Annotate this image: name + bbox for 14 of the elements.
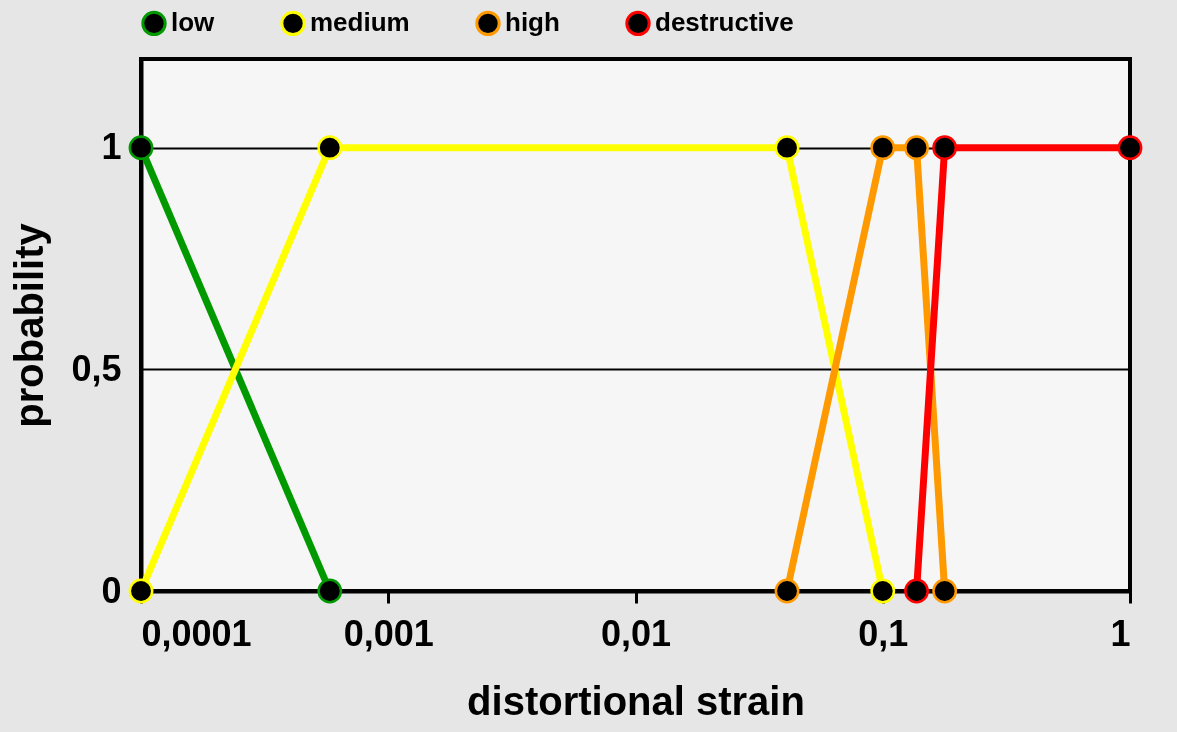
y-tick-label: 0,5 xyxy=(71,347,122,389)
x-tick-label: 0,0001 xyxy=(141,612,252,654)
x-axis-title: distortional strain xyxy=(467,678,805,723)
y-tick-label: 0 xyxy=(101,569,122,611)
y-axis-title: probability xyxy=(7,222,52,428)
y-tick-label: 1 xyxy=(101,126,122,168)
x-tick-label: 0,001 xyxy=(343,612,434,654)
legend-label: medium xyxy=(310,7,410,38)
legend-label: low xyxy=(171,7,216,38)
legend-label: destructive xyxy=(655,7,794,38)
x-tick-label: 0,01 xyxy=(600,612,672,654)
x-tick-label: 0,1 xyxy=(858,612,909,654)
x-tick-label: 1 xyxy=(1110,612,1131,654)
legend-label: high xyxy=(505,7,560,38)
